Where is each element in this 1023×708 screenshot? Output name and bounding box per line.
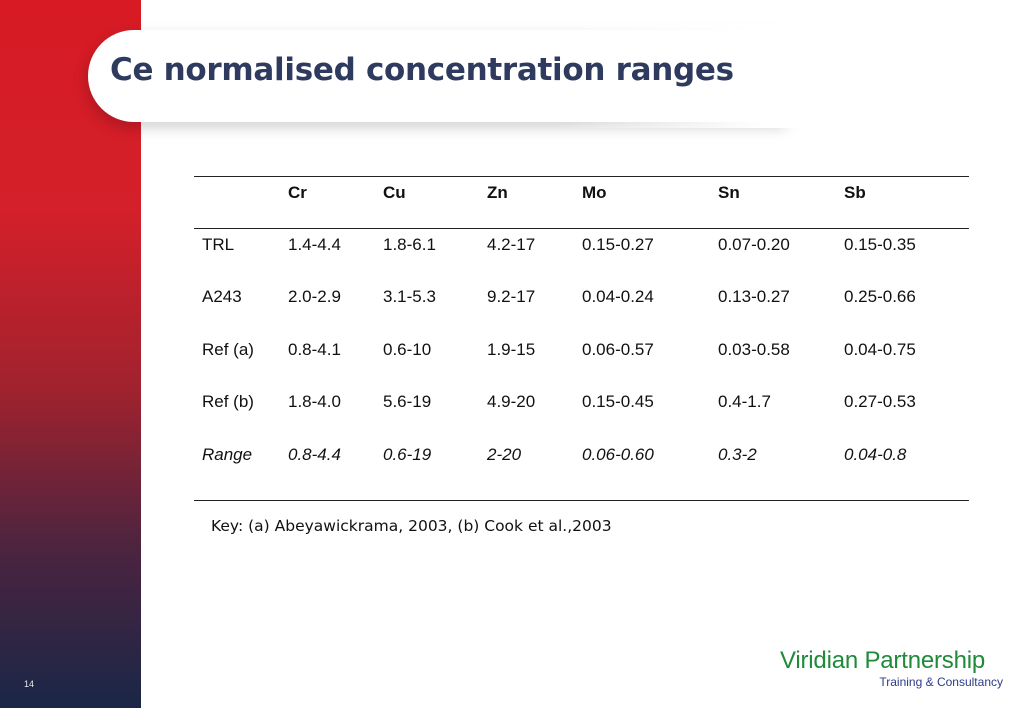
table-cell: 0.07-0.20: [718, 235, 790, 254]
table-cell: 5.6-19: [383, 392, 432, 411]
table-cell: 0.13-0.27: [718, 287, 790, 306]
table-cell: 0.04-0.75: [844, 339, 916, 359]
table-cell: 0.06-0.57: [582, 339, 654, 359]
table-cell: 1.4-4.4: [288, 235, 341, 254]
table-cell: 0.15-0.35: [844, 235, 916, 254]
brand-tagline: Training & Consultancy: [879, 675, 1003, 689]
brand-logo-name: Viridian Partnership: [780, 647, 986, 674]
table-cell: 0.4-1.7: [718, 392, 771, 411]
table-cell: 0.6-10: [383, 339, 432, 359]
row-label: Ref (a): [202, 339, 254, 359]
header-cell-sb: Sb: [844, 183, 866, 202]
header-cell-cr: Cr: [288, 183, 307, 202]
table-row: Ref (a) 0.8-4.1 0.6-10 1.9-15 0.06-0.57 …: [194, 334, 969, 387]
table-cell: 0.06-0.60: [582, 444, 654, 464]
table-cell: 0.6-19: [383, 444, 432, 464]
table-cell: 0.15-0.27: [582, 235, 654, 254]
row-label: Ref (b): [202, 392, 254, 411]
table-cell: 2-20: [487, 444, 522, 464]
header-cell: [194, 177, 288, 229]
table-cell: 4.9-20: [487, 392, 536, 411]
table-cell: 0.04-0.24: [582, 287, 654, 306]
header-cell-cu: Cu: [383, 183, 406, 202]
table-row: A243 2.0-2.9 3.1-5.3 9.2-17 0.04-0.24 0.…: [194, 281, 969, 334]
row-label: A243: [202, 287, 242, 306]
table-cell: 0.04-0.8: [844, 444, 907, 464]
header-cell-zn: Zn: [487, 183, 508, 202]
row-label: TRL: [202, 235, 235, 254]
title-band-fade: [560, 24, 800, 128]
table-cell: 3.1-5.3: [383, 287, 436, 306]
table-cell: 0.8-4.1: [288, 339, 341, 359]
page-number: 14: [24, 679, 35, 689]
table-key: Key: (a) Abeyawickrama, 2003, (b) Cook e…: [211, 517, 612, 535]
row-label: Range: [202, 444, 253, 464]
header-cell-mo: Mo: [582, 183, 607, 202]
table-cell: 0.27-0.53: [844, 392, 916, 411]
table-cell: 2.0-2.9: [288, 287, 341, 306]
table-cell: 0.8-4.4: [288, 444, 341, 464]
table-header-row: Cr Cu Zn Mo Sn Sb: [194, 176, 969, 229]
table-cell: 4.2-17: [487, 235, 536, 254]
table-cell: 0.03-0.58: [718, 339, 790, 359]
header-cell-sn: Sn: [718, 183, 740, 202]
table-row-range: Range 0.8-4.4 0.6-19 2-20 0.06-0.60 0.3-…: [194, 439, 969, 501]
table-cell: 0.3-2: [718, 444, 757, 464]
concentration-table: Cr Cu Zn Mo Sn Sb TRL 1.4-4.4 1.8-6.1 4.…: [194, 176, 969, 501]
slide-title: Ce normalised concentration ranges: [110, 52, 734, 88]
table-cell: 0.15-0.45: [582, 392, 654, 411]
table-row: TRL 1.4-4.4 1.8-6.1 4.2-17 0.15-0.27 0.0…: [194, 229, 969, 282]
table-cell: 9.2-17: [487, 287, 536, 306]
table-row: Ref (b) 1.8-4.0 5.6-19 4.9-20 0.15-0.45 …: [194, 386, 969, 439]
table-cell: 1.9-15: [487, 339, 536, 359]
table-cell: 1.8-6.1: [383, 235, 436, 254]
table-cell: 1.8-4.0: [288, 392, 341, 411]
table-cell: 0.25-0.66: [844, 287, 916, 306]
